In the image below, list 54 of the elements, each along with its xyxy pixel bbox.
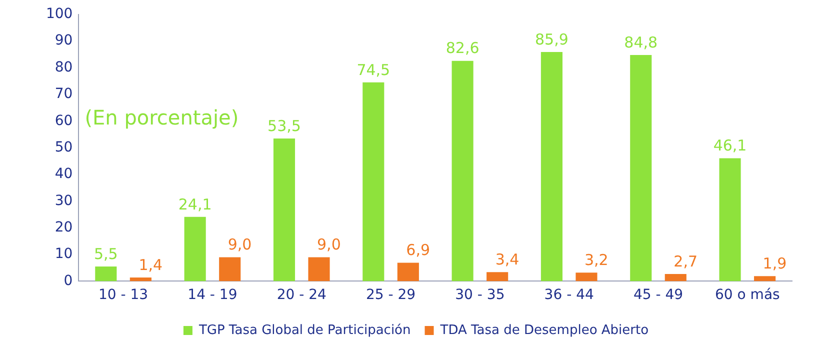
y-tick-label: 100 xyxy=(46,6,73,22)
x-tick-label: 25 - 29 xyxy=(366,287,416,304)
bar xyxy=(719,158,741,282)
data-label: 53,5 xyxy=(268,116,301,135)
x-tick-label: 14 - 19 xyxy=(188,287,238,304)
data-label: 3,4 xyxy=(495,250,520,269)
data-label: 1,4 xyxy=(138,256,163,274)
data-label: 2,7 xyxy=(674,252,698,270)
x-tick-label: 30 - 35 xyxy=(455,287,505,304)
x-tick-label: 10 - 13 xyxy=(98,287,148,304)
data-label: 5,5 xyxy=(94,244,118,263)
data-label: 1,9 xyxy=(762,254,787,273)
y-tick-label: 10 xyxy=(54,246,73,262)
y-tick-label: 90 xyxy=(54,32,73,49)
bar xyxy=(95,266,117,282)
bar xyxy=(308,257,330,282)
y-tick-label: 50 xyxy=(54,139,73,156)
bar xyxy=(362,82,384,282)
y-tick-label: 80 xyxy=(54,59,73,76)
data-label: 3,2 xyxy=(584,251,608,270)
y-tick-label: 0 xyxy=(64,272,73,289)
data-label: 74,5 xyxy=(356,60,390,79)
bar xyxy=(273,138,296,282)
bar xyxy=(754,276,776,282)
data-label: 9,0 xyxy=(228,236,252,254)
data-label: 9,0 xyxy=(317,236,341,254)
bar xyxy=(184,216,206,282)
bar xyxy=(452,60,474,282)
x-tick-label: 36 - 44 xyxy=(544,287,594,304)
data-label: 82,6 xyxy=(446,39,480,58)
x-tick-label: 45 - 49 xyxy=(633,287,684,304)
annotation: (En porcentaje) xyxy=(84,105,239,130)
bar xyxy=(130,277,152,282)
y-tick-label: 30 xyxy=(54,192,73,209)
y-tick-label: 70 xyxy=(54,86,73,102)
bar xyxy=(486,272,508,282)
y-tick-label: 40 xyxy=(54,166,73,182)
x-tick-label: 20 - 24 xyxy=(276,287,326,304)
data-label: 24,1 xyxy=(178,195,212,214)
bar xyxy=(540,52,562,282)
y-tick-label: 60 xyxy=(54,112,73,129)
data-label: 6,9 xyxy=(406,241,430,260)
bar xyxy=(664,274,686,282)
x-tick-label: 60 o más xyxy=(715,287,780,304)
data-label: 85,9 xyxy=(535,30,568,48)
bar xyxy=(576,272,598,282)
bar xyxy=(219,257,241,282)
legend-label: TGP Tasa Global de Participación xyxy=(198,322,411,338)
data-label: 46,1 xyxy=(713,136,747,155)
bar xyxy=(397,262,419,282)
legend-label: TDA Tasa de Desempleo Abierto xyxy=(439,322,649,338)
y-tick-label: 20 xyxy=(54,219,73,236)
data-label: 84,8 xyxy=(624,33,658,52)
bar xyxy=(630,54,652,282)
